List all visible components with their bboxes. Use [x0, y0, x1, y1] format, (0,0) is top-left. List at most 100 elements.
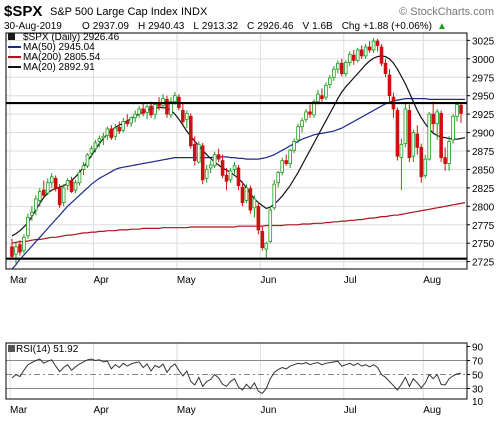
candle-down	[181, 110, 185, 122]
chart-exchange: INDX	[181, 6, 208, 18]
month-label: Jun	[260, 405, 276, 416]
x-axis-months-rsi: Mar Apr May Jun Jul Aug	[10, 405, 441, 416]
candle-up	[153, 104, 157, 115]
candle-up	[328, 77, 332, 86]
rsi-line	[11, 358, 462, 395]
candle-up	[435, 111, 439, 125]
candle-up	[65, 180, 70, 187]
ma200-line	[11, 202, 466, 244]
candle-down	[379, 46, 384, 64]
candle-up	[427, 113, 432, 160]
candle-up	[232, 165, 237, 170]
y-tick-label: 2800	[472, 202, 495, 213]
candle-up	[312, 101, 316, 116]
candle-up	[105, 128, 110, 136]
candle-up	[161, 98, 165, 106]
rsi-legend-swatch	[8, 345, 15, 352]
month-label: May	[177, 275, 196, 286]
candle-up	[73, 182, 78, 191]
candle-up	[169, 101, 173, 116]
ohlc-value-h: 2940.43	[148, 21, 185, 32]
y-tick-label: 2850	[472, 165, 495, 176]
candle-up	[411, 132, 416, 157]
candle-down	[383, 62, 388, 74]
candle-down	[415, 133, 420, 148]
candle-down	[53, 177, 58, 190]
candle-down	[387, 74, 392, 97]
candle-up	[85, 154, 90, 167]
candle-up	[324, 84, 328, 98]
month-label: Jun	[260, 275, 276, 286]
candle-up	[371, 40, 376, 51]
candle-up	[447, 141, 451, 164]
candle-down	[367, 46, 372, 51]
rsi-series	[11, 358, 462, 395]
candle-up	[300, 120, 304, 128]
candle-up	[332, 68, 336, 78]
legend-ma200: MA(200) 2805.54	[23, 52, 101, 63]
candle-down	[308, 111, 312, 115]
rsi-y-tick-label: 50	[472, 371, 484, 382]
candle-up	[455, 104, 459, 117]
candle-down	[260, 230, 265, 249]
ohlc-key-v: V	[302, 21, 309, 32]
candle-up	[336, 62, 340, 70]
rsi-y-tick-label: 30	[472, 385, 484, 396]
candle-down	[351, 54, 356, 61]
candle-up	[304, 111, 308, 120]
candle-up	[276, 171, 281, 184]
x-axis-months-main: Mar Apr May Jun Jul Aug	[10, 275, 441, 286]
candle-down	[439, 112, 443, 159]
candle-up	[399, 143, 404, 159]
candle-down	[141, 108, 145, 114]
candle-down	[165, 98, 169, 115]
ohlc-key-o: O	[82, 21, 90, 32]
candle-up	[14, 246, 18, 255]
candle-up	[423, 158, 428, 176]
candle-up	[280, 160, 284, 173]
candle-up	[38, 191, 42, 201]
ohlc-key-c: C	[247, 21, 254, 32]
rsi-y-tick-label: 90	[472, 343, 484, 354]
month-label: May	[177, 405, 196, 416]
candle-up	[113, 127, 118, 137]
y-tick-label: 2900	[472, 129, 495, 140]
candle-up	[77, 171, 82, 184]
candle-down	[220, 160, 225, 176]
candle-up	[45, 182, 50, 194]
month-label: Jul	[344, 275, 357, 286]
y-tick-label: 2925	[472, 110, 495, 121]
ohlc-summary: O 2937.09 H 2940.43 L 2913.32 C 2926.46 V 1.6B Chg…	[82, 21, 447, 32]
candle-down	[109, 128, 114, 139]
candle-down	[57, 187, 62, 206]
candle-up	[208, 164, 213, 169]
legend-ma20: MA(20) 2892.91	[23, 62, 95, 73]
candle-up	[268, 209, 273, 243]
rsi-panel-frame	[5, 342, 468, 400]
candle-up	[34, 198, 38, 211]
candle-up	[22, 236, 26, 251]
candle-down	[320, 95, 324, 100]
candle-up	[49, 176, 54, 184]
ohlc-key-chg: Chg	[342, 21, 360, 32]
chart-symbol: $SPX	[4, 3, 42, 20]
candle-up	[212, 154, 217, 167]
candle-down	[200, 145, 205, 181]
y-tick-label: 2775	[472, 221, 495, 232]
candle-up	[403, 108, 408, 145]
candle-up	[272, 183, 277, 209]
candle-up	[101, 135, 106, 139]
rsi-legend: RSI(14) 51.92	[16, 344, 79, 355]
candle-down	[216, 154, 221, 160]
ohlc-value-v: 1.6B	[312, 21, 333, 32]
legend-price: $SPX (Daily) 2926.46	[23, 32, 120, 43]
candle-down	[256, 205, 261, 231]
candle-up	[89, 148, 94, 154]
candle-up	[26, 216, 30, 237]
candle-up	[264, 242, 269, 250]
month-label: Mar	[10, 275, 28, 286]
y-tick-label: 2825	[472, 184, 495, 195]
candle-up	[316, 93, 320, 102]
candle-down	[10, 246, 14, 257]
watermark: © StockCharts.com	[399, 6, 494, 18]
